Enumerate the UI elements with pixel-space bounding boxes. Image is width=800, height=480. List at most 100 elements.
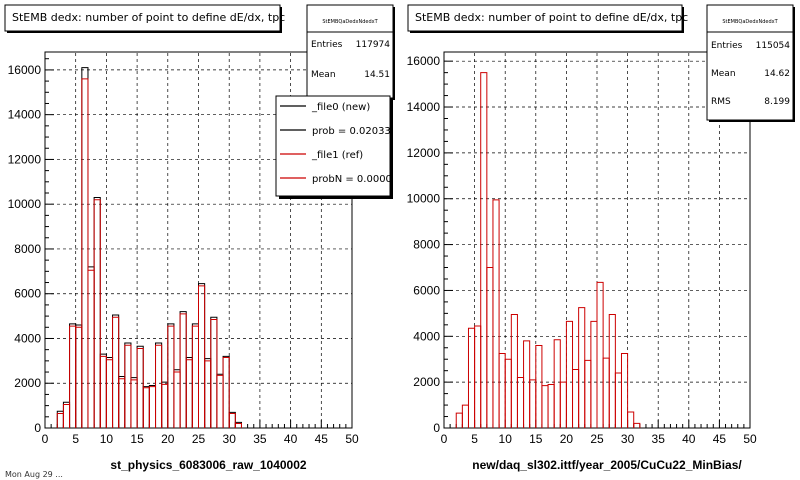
- histogram-bin: [559, 381, 567, 428]
- y-tick-label: 0: [34, 421, 41, 435]
- histogram-bin: [553, 339, 561, 428]
- histogram-bin: [627, 411, 635, 428]
- stats-label: Entries: [711, 41, 743, 51]
- chart-title: StEMB dedx: number of point to define dE…: [415, 11, 688, 24]
- y-tick-label: 14000: [8, 108, 42, 122]
- histogram-bin: [185, 357, 193, 428]
- histogram-bin: [179, 311, 187, 428]
- histogram-bin: [510, 314, 518, 428]
- panel-left: 0 5 10 15 20 25 30 35 40 45 50 0 2000 4000 6000 8000 100…: [4, 4, 398, 472]
- histogram-bin: [118, 378, 126, 428]
- histogram-bin: [99, 355, 107, 428]
- histogram-bin: [578, 307, 586, 428]
- histogram-bin: [228, 412, 236, 428]
- histogram-bin: [198, 283, 206, 428]
- histogram-bin: [633, 422, 641, 428]
- y-tick-label: 4000: [14, 331, 41, 345]
- histogram-bin: [173, 371, 181, 428]
- y-tick-label: 2000: [14, 376, 41, 390]
- histogram-bin: [142, 387, 150, 428]
- histogram-bin: [596, 281, 604, 428]
- legend-box: [275, 95, 391, 197]
- y-tick-label: 4000: [413, 329, 440, 343]
- histogram-bin: [228, 411, 236, 428]
- histogram-bin: [75, 326, 83, 428]
- histogram-bin: [467, 327, 476, 428]
- x-tick-label: 25: [590, 432, 604, 446]
- histogram-bin: [455, 412, 463, 428]
- histogram-bin: [105, 357, 114, 428]
- histogram-bin: [620, 352, 629, 428]
- histogram-bin: [590, 320, 598, 428]
- x-tick-label: 10: [100, 432, 114, 446]
- histogram-bin: [112, 316, 120, 428]
- y-tick-label: 6000: [413, 283, 440, 297]
- histogram-bin: [118, 376, 126, 428]
- series-ref: [56, 78, 242, 428]
- y-tick-label: 12000: [8, 152, 42, 166]
- legend-entry: probN = 0.00000: [312, 174, 398, 185]
- stats-value: 14.51: [364, 70, 390, 80]
- histogram-bin: [136, 348, 144, 428]
- series-new: [56, 67, 242, 428]
- y-tick-label: 2000: [413, 375, 440, 389]
- histogram-bin: [81, 67, 89, 428]
- legend-entry: _file0 (new): [311, 102, 370, 113]
- x-tick-label: 50: [345, 432, 359, 446]
- y-tick-label: 12000: [407, 146, 441, 160]
- histogram-bin: [222, 357, 230, 428]
- histogram-bin: [161, 383, 169, 428]
- histogram-bin: [56, 412, 64, 428]
- histogram-bin: [572, 369, 580, 428]
- histogram-bin: [614, 372, 622, 428]
- histogram-bin: [69, 323, 77, 428]
- histogram-bin: [62, 404, 71, 428]
- histogram-bin: [81, 78, 89, 428]
- x-tick-label: 5: [72, 432, 79, 446]
- title-box: [407, 4, 683, 32]
- histogram-bin: [602, 357, 610, 428]
- stats-name: StEMBQaDedxNdedxT: [722, 19, 778, 25]
- y-tick-label: 6000: [14, 287, 41, 301]
- histogram-bin: [486, 267, 494, 428]
- series-ref: [455, 72, 641, 428]
- title-box: [4, 4, 281, 32]
- histogram-bin: [210, 316, 218, 428]
- histogram-bin: [93, 199, 101, 428]
- histogram-bin: [62, 401, 71, 428]
- x-tick-label: 35: [253, 432, 267, 446]
- histogram-bin: [155, 344, 163, 428]
- histogram-bin: [565, 320, 574, 428]
- x-tick-label: 45: [315, 432, 329, 446]
- x-tick-label: 40: [682, 432, 696, 446]
- histogram-bin: [547, 383, 555, 428]
- x-tick-label: 45: [713, 432, 727, 446]
- histogram-bin: [198, 285, 206, 428]
- y-tick-label: 8000: [14, 242, 41, 256]
- histogram-bin: [480, 72, 488, 428]
- x-tick-label: 15: [130, 432, 144, 446]
- x-tick-label: 25: [192, 432, 206, 446]
- histogram-bin: [474, 325, 482, 428]
- stats-value: 14.62: [764, 69, 790, 79]
- histogram-bin: [124, 342, 132, 428]
- histogram-bin: [155, 342, 163, 428]
- y-tick-label: 10000: [407, 192, 441, 206]
- legend-entry: prob = 0.020334: [312, 126, 397, 137]
- panel-right: 0 5 10 15 20 25 30 35 40 45 50 0 2000 4000 6000 8000 100…: [407, 4, 795, 472]
- histogram-bin: [167, 325, 175, 428]
- histogram-bin: [492, 199, 500, 428]
- chart-title: StEMB dedx: number of point to define dE…: [12, 11, 285, 24]
- x-tick-label: 20: [161, 432, 175, 446]
- histogram-bin: [148, 386, 157, 428]
- y-tick-label: 8000: [413, 238, 440, 252]
- stats-label: RMS: [711, 97, 731, 107]
- histogram-bin: [498, 352, 506, 428]
- stats-value: 115054: [756, 41, 791, 51]
- histogram-bin: [93, 196, 101, 428]
- x-tick-label: 15: [529, 432, 543, 446]
- x-tick-label: 50: [743, 432, 757, 446]
- y-tick-label: 10000: [8, 197, 42, 211]
- histogram-bin: [516, 377, 525, 428]
